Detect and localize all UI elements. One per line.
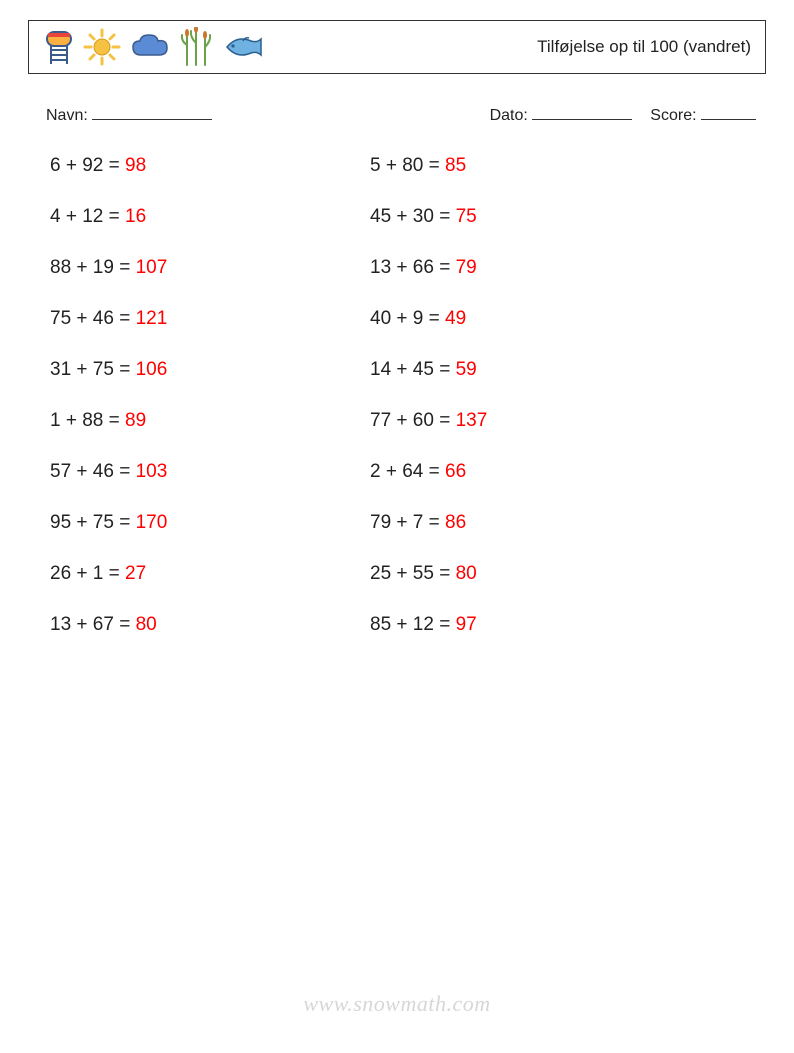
problem-right-4: 14 + 45 = 59 <box>370 359 766 381</box>
problem-question: 57 + 46 = <box>50 461 136 482</box>
meta-row: Navn: Dato: Score: <box>28 104 766 125</box>
problem-question: 14 + 45 = <box>370 359 456 380</box>
problem-question: 2 + 64 = <box>370 461 445 482</box>
sun-icon <box>83 28 121 66</box>
date-label: Dato: <box>490 107 528 124</box>
fish-icon <box>221 33 265 61</box>
problem-answer: 103 <box>136 461 168 482</box>
problem-answer: 79 <box>456 257 477 278</box>
problem-answer: 27 <box>125 563 146 584</box>
problem-left-8: 26 + 1 = 27 <box>50 563 370 585</box>
problem-question: 45 + 30 = <box>370 206 456 227</box>
problem-question: 85 + 12 = <box>370 614 456 635</box>
problem-question: 40 + 9 = <box>370 308 445 329</box>
problem-right-5: 77 + 60 = 137 <box>370 410 766 432</box>
problem-question: 88 + 19 = <box>50 257 136 278</box>
problem-right-6: 2 + 64 = 66 <box>370 461 766 483</box>
problem-left-9: 13 + 67 = 80 <box>50 614 370 636</box>
problem-right-8: 25 + 55 = 80 <box>370 563 766 585</box>
problem-left-0: 6 + 92 = 98 <box>50 155 370 177</box>
header-box: Tilføjelse op til 100 (vandret) <box>28 20 766 74</box>
cloud-icon <box>129 31 171 63</box>
header-icons <box>43 27 265 67</box>
problem-answer: 16 <box>125 206 146 227</box>
problem-left-1: 4 + 12 = 16 <box>50 206 370 228</box>
problem-question: 75 + 46 = <box>50 308 136 329</box>
problem-question: 5 + 80 = <box>370 155 445 176</box>
problem-answer: 137 <box>456 410 488 431</box>
problem-answer: 80 <box>136 614 157 635</box>
problem-question: 77 + 60 = <box>370 410 456 431</box>
problem-question: 25 + 55 = <box>370 563 456 584</box>
problem-right-7: 79 + 7 = 86 <box>370 512 766 534</box>
problem-answer: 170 <box>136 512 168 533</box>
problem-answer: 97 <box>456 614 477 635</box>
problem-question: 26 + 1 = <box>50 563 125 584</box>
problem-right-9: 85 + 12 = 97 <box>370 614 766 636</box>
score-blank[interactable] <box>701 104 756 120</box>
problem-left-6: 57 + 46 = 103 <box>50 461 370 483</box>
problem-question: 1 + 88 = <box>50 410 125 431</box>
problem-answer: 107 <box>136 257 168 278</box>
problem-right-0: 5 + 80 = 85 <box>370 155 766 177</box>
problem-left-5: 1 + 88 = 89 <box>50 410 370 432</box>
problem-answer: 89 <box>125 410 146 431</box>
problem-answer: 80 <box>456 563 477 584</box>
play-slide-icon <box>43 28 75 66</box>
problem-question: 95 + 75 = <box>50 512 136 533</box>
problem-question: 79 + 7 = <box>370 512 445 533</box>
meta-score: Score: <box>650 104 756 125</box>
meta-date: Dato: <box>490 104 633 125</box>
problem-question: 13 + 66 = <box>370 257 456 278</box>
worksheet-page: Tilføjelse op til 100 (vandret) Navn: Da… <box>0 0 794 1053</box>
problem-right-2: 13 + 66 = 79 <box>370 257 766 279</box>
problem-left-3: 75 + 46 = 121 <box>50 308 370 330</box>
problem-right-3: 40 + 9 = 49 <box>370 308 766 330</box>
problem-answer: 98 <box>125 155 146 176</box>
problem-question: 13 + 67 = <box>50 614 136 635</box>
name-label: Navn: <box>46 107 88 124</box>
problem-left-2: 88 + 19 = 107 <box>50 257 370 279</box>
problem-left-7: 95 + 75 = 170 <box>50 512 370 534</box>
worksheet-title: Tilføjelse op til 100 (vandret) <box>537 37 751 57</box>
problems-grid: 6 + 92 = 985 + 80 = 854 + 12 = 1645 + 30… <box>28 155 766 636</box>
problem-answer: 59 <box>456 359 477 380</box>
problem-answer: 121 <box>136 308 168 329</box>
problem-left-4: 31 + 75 = 106 <box>50 359 370 381</box>
problem-question: 4 + 12 = <box>50 206 125 227</box>
problem-answer: 49 <box>445 308 466 329</box>
reeds-icon <box>179 27 213 67</box>
problem-answer: 106 <box>136 359 168 380</box>
meta-name: Navn: <box>46 104 212 125</box>
problem-answer: 75 <box>456 206 477 227</box>
problem-question: 6 + 92 = <box>50 155 125 176</box>
watermark: www.snowmath.com <box>0 991 794 1017</box>
problem-right-1: 45 + 30 = 75 <box>370 206 766 228</box>
date-blank[interactable] <box>532 104 632 120</box>
problem-answer: 85 <box>445 155 466 176</box>
problem-answer: 86 <box>445 512 466 533</box>
problem-question: 31 + 75 = <box>50 359 136 380</box>
problem-answer: 66 <box>445 461 466 482</box>
score-label: Score: <box>650 107 696 124</box>
name-blank[interactable] <box>92 104 212 120</box>
